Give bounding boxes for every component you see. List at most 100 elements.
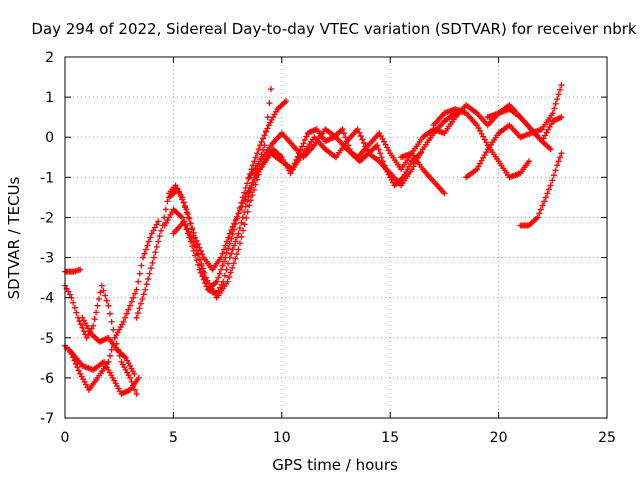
data-point	[91, 316, 98, 323]
chart-title: Day 294 of 2022, Sidereal Day-to-day VTE…	[31, 20, 636, 38]
data-point	[239, 200, 246, 207]
data-point	[303, 133, 310, 140]
grid-lines	[65, 57, 607, 418]
data-point	[164, 198, 171, 205]
data-point	[225, 245, 232, 252]
data-point	[195, 251, 202, 258]
data-point	[136, 305, 143, 312]
data-point	[187, 232, 194, 239]
data-point	[158, 227, 165, 234]
y-tick-label: 2	[45, 50, 54, 66]
y-tick-label: -3	[40, 251, 54, 267]
data-point	[66, 291, 73, 298]
data-point	[232, 238, 239, 245]
axis-ticks: 0 5 10 15 20 25 -7 -6 -5 -4 -3 -2 -1 0 1 2	[40, 50, 616, 446]
data-point	[199, 273, 206, 280]
data-point	[225, 234, 232, 241]
data-point	[103, 297, 110, 304]
data-point	[73, 309, 80, 316]
data-point	[136, 270, 143, 277]
data-point	[128, 298, 135, 305]
data-point	[65, 288, 72, 295]
series-trace-11	[398, 150, 448, 197]
data-point	[153, 221, 160, 228]
data-point	[182, 221, 189, 228]
series-trace-5	[79, 314, 138, 377]
data-point	[213, 278, 220, 285]
data-point	[552, 167, 559, 174]
data-point	[357, 133, 364, 140]
data-point	[193, 247, 200, 254]
data-point	[140, 254, 147, 261]
data-point	[241, 221, 248, 228]
series-trace-14	[517, 150, 565, 229]
data-point	[542, 194, 549, 201]
data-point	[145, 275, 152, 282]
data-point	[354, 126, 361, 133]
data-point	[131, 370, 138, 377]
data-point	[71, 304, 78, 311]
x-axis-label: GPS time / hours	[272, 456, 398, 474]
y-tick-label: 1	[45, 90, 54, 106]
data-point	[77, 266, 84, 273]
data-point	[127, 302, 134, 309]
data-point	[231, 220, 238, 227]
x-tick-label: 15	[381, 430, 399, 446]
data-point	[149, 259, 156, 266]
x-tick-label: 10	[273, 430, 291, 446]
y-tick-label: 0	[45, 130, 54, 146]
data-point	[185, 228, 192, 235]
data-point	[554, 162, 561, 169]
data-point	[95, 296, 102, 303]
data-point	[374, 142, 381, 149]
data-point	[190, 247, 197, 254]
data-point	[220, 246, 227, 253]
data-point	[218, 266, 225, 273]
data-point	[555, 91, 562, 98]
data-point	[255, 146, 262, 153]
data-point	[135, 278, 142, 285]
data-point	[219, 262, 226, 269]
series-trace-4	[66, 346, 142, 397]
data-point	[145, 238, 152, 245]
y-tick-label: -2	[40, 210, 54, 226]
data-point	[224, 278, 231, 285]
data-point	[215, 274, 222, 281]
data-point	[525, 158, 532, 165]
data-point	[236, 240, 243, 247]
data-point	[229, 264, 236, 271]
data-point	[360, 139, 367, 146]
data-point	[229, 223, 236, 230]
data-point	[133, 314, 140, 321]
data-point	[141, 250, 148, 257]
data-point	[219, 250, 226, 257]
data-point	[127, 374, 134, 381]
x-tick-label: 0	[61, 430, 70, 446]
series-trace-9	[170, 110, 459, 301]
data-point	[250, 186, 257, 193]
data-point	[139, 296, 146, 303]
data-point	[198, 260, 205, 267]
data-point	[130, 294, 137, 301]
data-point	[192, 242, 199, 249]
data-point	[235, 210, 242, 217]
data-point	[179, 214, 186, 221]
data-point	[229, 231, 236, 238]
data-series	[62, 82, 565, 397]
data-point	[232, 217, 239, 224]
data-point	[120, 318, 127, 325]
data-point	[133, 390, 140, 397]
data-point	[223, 266, 230, 273]
data-point	[186, 215, 193, 222]
series-trace-13	[463, 82, 565, 181]
data-point	[546, 186, 553, 193]
data-point	[235, 246, 242, 253]
series-trace-3	[62, 218, 162, 393]
data-point	[181, 218, 188, 225]
data-point	[98, 282, 105, 289]
data-point	[174, 186, 181, 193]
data-point	[140, 291, 147, 298]
x-tick-label: 5	[169, 430, 178, 446]
data-point	[558, 82, 565, 89]
data-point	[294, 153, 301, 160]
